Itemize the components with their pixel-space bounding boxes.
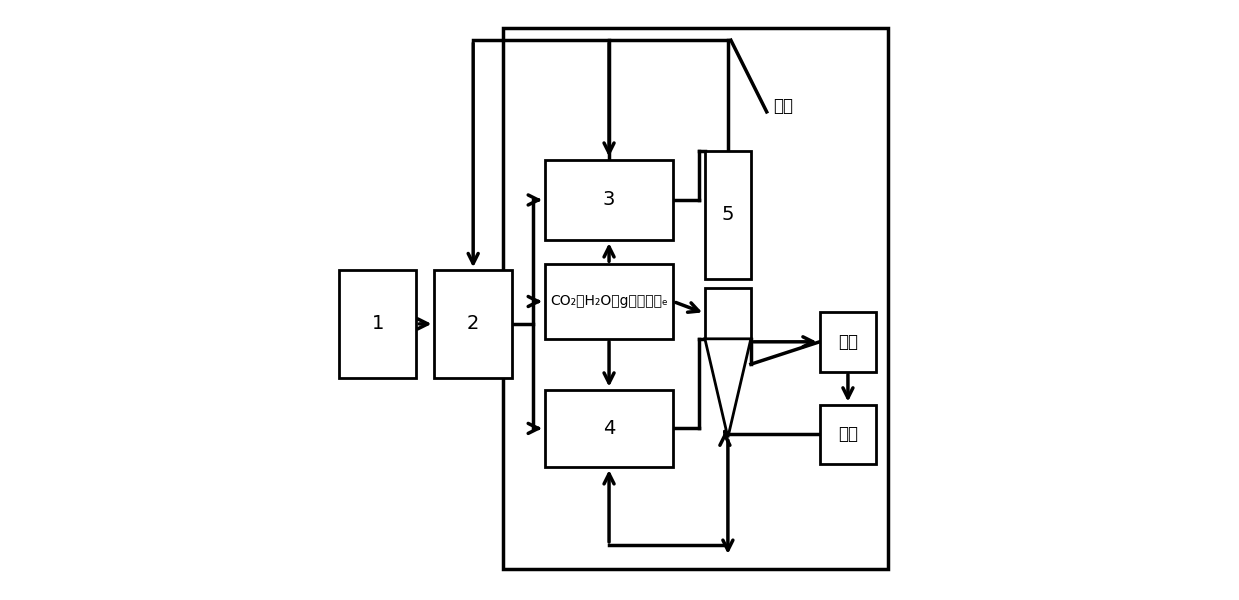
Bar xyxy=(705,288,751,339)
Bar xyxy=(545,160,673,240)
Text: 洗涤: 洗涤 xyxy=(838,333,857,351)
Bar xyxy=(705,151,751,279)
Bar xyxy=(435,270,512,377)
Text: CO₂、H₂O（g）、空气ₑ: CO₂、H₂O（g）、空气ₑ xyxy=(550,295,668,308)
Bar xyxy=(503,28,888,569)
Bar xyxy=(338,270,416,377)
Text: 放空: 放空 xyxy=(773,97,793,115)
Bar xyxy=(819,404,876,464)
Text: 4: 4 xyxy=(603,419,616,438)
Bar xyxy=(545,264,673,339)
Bar xyxy=(545,389,673,467)
Text: 3: 3 xyxy=(603,190,616,209)
Text: 2: 2 xyxy=(467,314,479,334)
Text: 1: 1 xyxy=(372,314,384,334)
Text: 5: 5 xyxy=(721,205,735,224)
Polygon shape xyxy=(705,339,751,437)
Bar xyxy=(819,312,876,371)
Text: 压缩: 压缩 xyxy=(838,425,857,443)
